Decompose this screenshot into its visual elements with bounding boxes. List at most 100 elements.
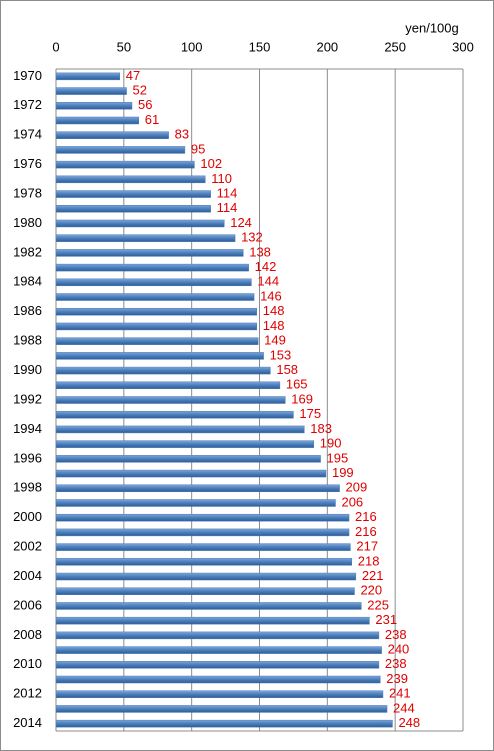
data-label: 225 [367,597,389,612]
data-label: 238 [385,656,407,671]
data-label: 190 [320,436,342,451]
data-label: 47 [126,68,140,83]
bar [55,558,353,566]
y-tick-label: 1980 [13,215,42,230]
bar [55,87,127,95]
data-label: 83 [175,127,189,142]
bar [55,425,305,434]
y-tick-label: 1998 [13,480,42,495]
data-label: 165 [286,377,308,392]
bar [55,616,370,625]
axis-label: yen/100g [405,20,459,35]
bar [55,675,381,684]
data-label: 218 [358,553,380,568]
y-tick-label: 1972 [13,97,42,112]
bar [55,469,327,478]
y-tick-label: 1970 [13,68,42,83]
bar [55,219,225,228]
y-tick-label: 1990 [13,362,42,377]
y-tick-label: 1974 [13,127,42,142]
bar [55,72,121,81]
bar [55,440,315,448]
bar [55,116,140,125]
data-label: 148 [263,303,285,318]
data-label: 199 [332,465,354,480]
data-label: 95 [191,141,205,156]
bar [55,528,350,537]
bar [55,381,281,390]
bar [55,205,211,213]
y-tick-label: 2002 [13,539,42,554]
bar [55,337,259,345]
bar [55,513,350,522]
data-label: 144 [257,274,279,289]
data-label: 102 [200,156,222,171]
x-tick-label: 300 [452,39,474,54]
y-tick-label: 2010 [13,656,42,671]
bar [55,572,357,581]
data-label: 149 [264,333,286,348]
bar [55,102,133,110]
x-tick-label: 100 [181,39,203,54]
data-label: 217 [356,539,378,554]
bar [55,602,362,610]
bar [55,719,393,728]
data-label: 195 [327,450,349,465]
data-label: 244 [393,700,415,715]
bar [55,499,336,507]
data-label: 239 [386,671,408,686]
data-label: 240 [388,642,410,657]
bar [55,249,244,257]
y-tick-label: 2014 [13,715,42,730]
data-label: 148 [263,318,285,333]
x-tick-label: 250 [384,39,406,54]
bar [55,705,388,713]
y-tick-label: 1988 [13,333,42,348]
bar [55,646,382,654]
data-label: 153 [270,347,292,362]
data-label: 146 [260,288,282,303]
data-label: 216 [355,509,377,524]
data-label: 110 [211,171,232,186]
data-label: 241 [389,686,411,701]
data-label: 216 [355,524,377,539]
data-label: 142 [255,259,277,274]
bar [55,631,380,640]
data-label: 221 [362,568,384,583]
data-label: 220 [360,583,382,598]
y-tick-label: 1984 [13,274,42,289]
bar [55,484,340,493]
y-tick-label: 2000 [13,509,42,524]
data-label: 124 [230,215,252,230]
y-tick-label: 1982 [13,244,42,259]
y-tick-label: 2004 [13,568,42,583]
bar [55,293,255,301]
y-tick-label: 1986 [13,303,42,318]
data-label: 206 [341,494,363,509]
bar [55,352,264,360]
bar [55,234,236,242]
y-tick-label: 1976 [13,156,42,171]
x-tick-label: 0 [52,39,59,54]
bar [55,146,186,154]
x-tick-label: 200 [316,39,338,54]
bar [55,307,258,316]
data-label: 52 [133,83,147,98]
bar [55,410,294,419]
data-label: 169 [291,391,313,406]
bar [55,190,211,198]
data-label: 114 [217,200,238,215]
x-tick-label: 50 [117,39,131,54]
bar [55,661,380,669]
bar [55,396,286,404]
bar [55,455,321,463]
data-label: 56 [138,97,152,112]
y-tick-label: 1992 [13,391,42,406]
data-label: 183 [310,421,332,436]
data-label: 158 [276,362,298,377]
data-label: 175 [299,406,321,421]
y-tick-label: 2006 [13,597,42,612]
bar [55,543,351,551]
